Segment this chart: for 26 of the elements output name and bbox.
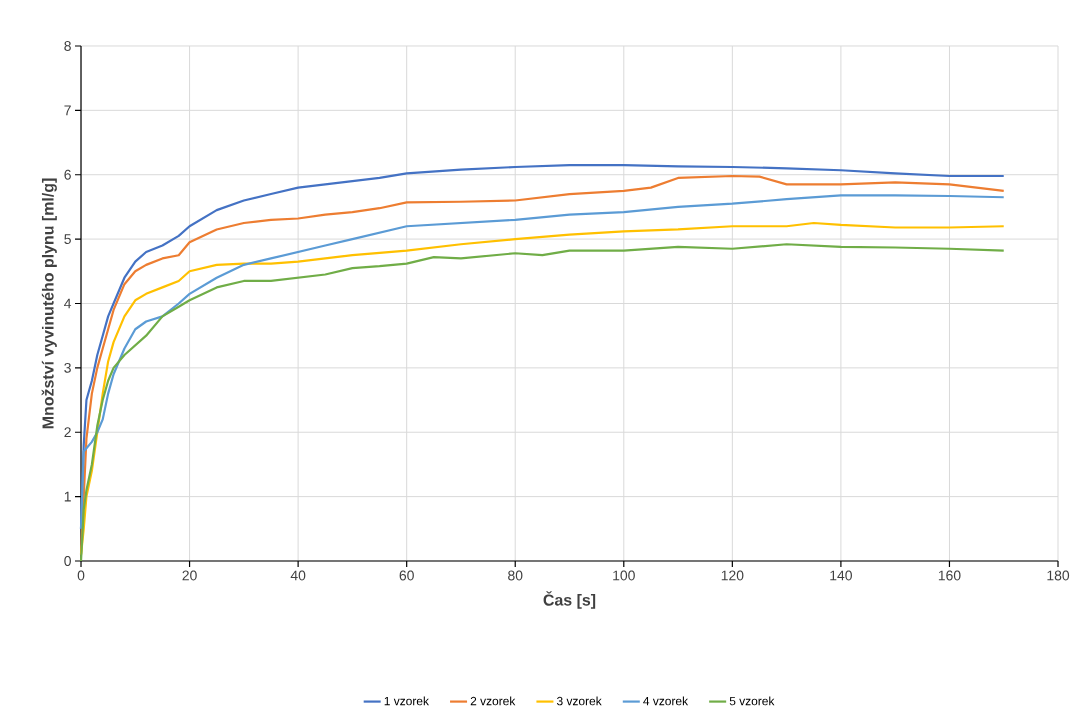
x-tick-label: 160 — [938, 570, 961, 581]
y-tick-label: 8 — [64, 41, 71, 51]
legend-label: 2 vzorek — [470, 696, 516, 706]
legend-label: 3 vzorek — [556, 696, 602, 706]
y-tick-label: 0 — [64, 556, 71, 566]
y-tick-label: 5 — [64, 234, 71, 244]
y-tick-label: 2 — [64, 427, 71, 438]
y-tick-label: 3 — [64, 362, 71, 373]
x-tick-label: 60 — [399, 570, 414, 581]
legend-label: 4 vzorek — [643, 696, 689, 706]
x-tick-label: 20 — [182, 570, 197, 581]
x-tick-label: 100 — [613, 570, 635, 581]
y-axis-title: Množství vyvinutého plynu [ml/g] — [41, 178, 57, 429]
legend-label: 1 vzorek — [384, 696, 429, 706]
legend-label: 5 vzorek — [729, 696, 775, 706]
x-axis-title: Čas [s] — [543, 591, 596, 609]
y-tick-label: 7 — [64, 105, 71, 116]
x-tick-label: 0 — [77, 570, 85, 581]
y-tick-label: 1 — [64, 491, 71, 502]
y-tick-label: 4 — [64, 298, 72, 309]
x-tick-label: 120 — [721, 570, 744, 581]
x-tick-label: 80 — [508, 570, 523, 581]
x-tick-label: 180 — [1047, 570, 1070, 581]
y-tick-label: 6 — [64, 169, 71, 180]
x-tick-label: 140 — [830, 570, 852, 581]
x-tick-label: 40 — [290, 570, 306, 581]
